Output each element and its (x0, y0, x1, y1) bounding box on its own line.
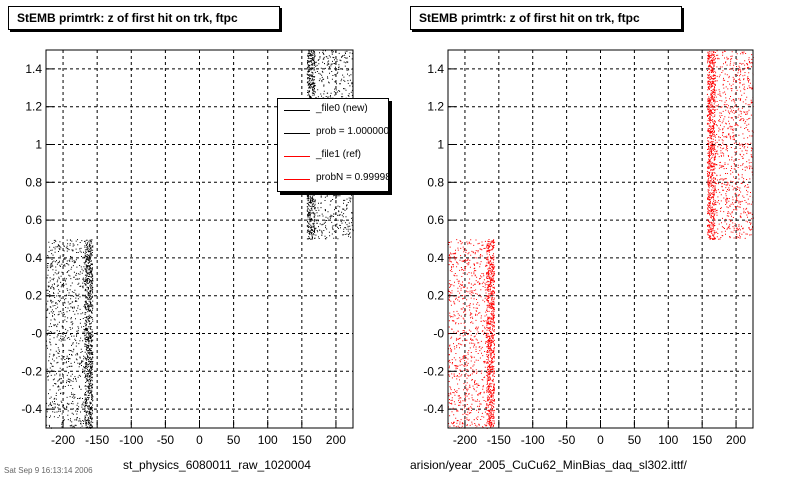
legend-entry: prob = 1.000000 (278, 122, 388, 145)
x-tick-label: -50 (157, 433, 175, 447)
legend-swatch-icon (284, 110, 310, 111)
scatter-points (46, 239, 94, 429)
x-tick-label: 150 (292, 433, 312, 447)
x-tick-label: -150 (85, 433, 109, 447)
right-x-axis-title: arision/year_2005_CuCu62_MinBias_daq_sl3… (410, 458, 687, 472)
legend-label: prob = 1.000000 (316, 126, 389, 137)
legend-entry: probN = 0.999982 (278, 168, 388, 191)
y-tick-label: 0.2 (25, 289, 42, 303)
plot-frame (447, 49, 754, 429)
left-chart-title: StEMB primtrk: z of first hit on trk, ft… (8, 6, 280, 30)
legend: _file0 (new) prob = 1.000000 _file1 (ref… (277, 98, 389, 192)
footer-timestamp: Sat Sep 9 16:13:14 2006 (4, 466, 93, 475)
x-tick-label: -150 (487, 433, 511, 447)
scatter-series (448, 50, 754, 429)
plot-frame (45, 49, 354, 429)
legend-entry: _file0 (new) (278, 99, 388, 122)
x-tick-label: -100 (119, 433, 143, 447)
legend-swatch-icon (284, 179, 310, 180)
y-tick-label: 1.4 (25, 62, 42, 76)
y-tick-label: -0.4 (21, 402, 42, 416)
x-tick-label: 150 (692, 433, 712, 447)
x-tick-label: 200 (326, 433, 346, 447)
y-tick-label: 0.4 (427, 251, 444, 265)
y-tick-label: 1.2 (25, 100, 42, 114)
x-tick-label: 50 (227, 433, 241, 447)
x-tick-label: -200 (453, 433, 477, 447)
scatter-points (706, 50, 754, 240)
y-tick-label: 0.4 (25, 251, 42, 265)
x-tick-label: -100 (521, 433, 545, 447)
y-tick-label: -0.2 (423, 364, 444, 378)
y-tick-label: 1.2 (427, 100, 444, 114)
left-x-axis-title: st_physics_6080011_raw_1020004 (123, 458, 311, 472)
legend-swatch-icon (284, 156, 310, 157)
legend-swatch-icon (284, 133, 310, 134)
legend-label: _file1 (ref) (316, 149, 362, 160)
legend-label: probN = 0.999982 (316, 172, 389, 183)
y-tick-label: -0.2 (21, 364, 42, 378)
y-tick-label: 1.4 (427, 62, 444, 76)
y-tick-label: 1 (35, 138, 42, 152)
y-tick-label: 0.8 (427, 175, 444, 189)
x-tick-label: -50 (558, 433, 576, 447)
legend-label: _file0 (new) (316, 103, 368, 114)
y-tick-label: 1 (437, 138, 444, 152)
y-tick-label: 0.6 (427, 213, 444, 227)
x-tick-label: 200 (726, 433, 746, 447)
right-chart-title: StEMB primtrk: z of first hit on trk, ft… (410, 6, 682, 30)
y-tick-label: -0.4 (423, 402, 444, 416)
x-tick-label: 0 (196, 433, 203, 447)
y-tick-label: -0 (433, 327, 444, 341)
scatter-series (46, 50, 354, 429)
y-tick-label: 0.8 (25, 175, 42, 189)
legend-entry: _file1 (ref) (278, 145, 388, 168)
y-tick-label: 0.6 (25, 213, 42, 227)
x-tick-label: -200 (51, 433, 75, 447)
x-tick-label: 100 (658, 433, 678, 447)
x-tick-label: 0 (597, 433, 604, 447)
y-tick-label: -0 (31, 327, 42, 341)
y-tick-label: 0.2 (427, 289, 444, 303)
x-tick-label: 100 (258, 433, 278, 447)
x-tick-label: 50 (628, 433, 642, 447)
scatter-points (448, 239, 496, 429)
